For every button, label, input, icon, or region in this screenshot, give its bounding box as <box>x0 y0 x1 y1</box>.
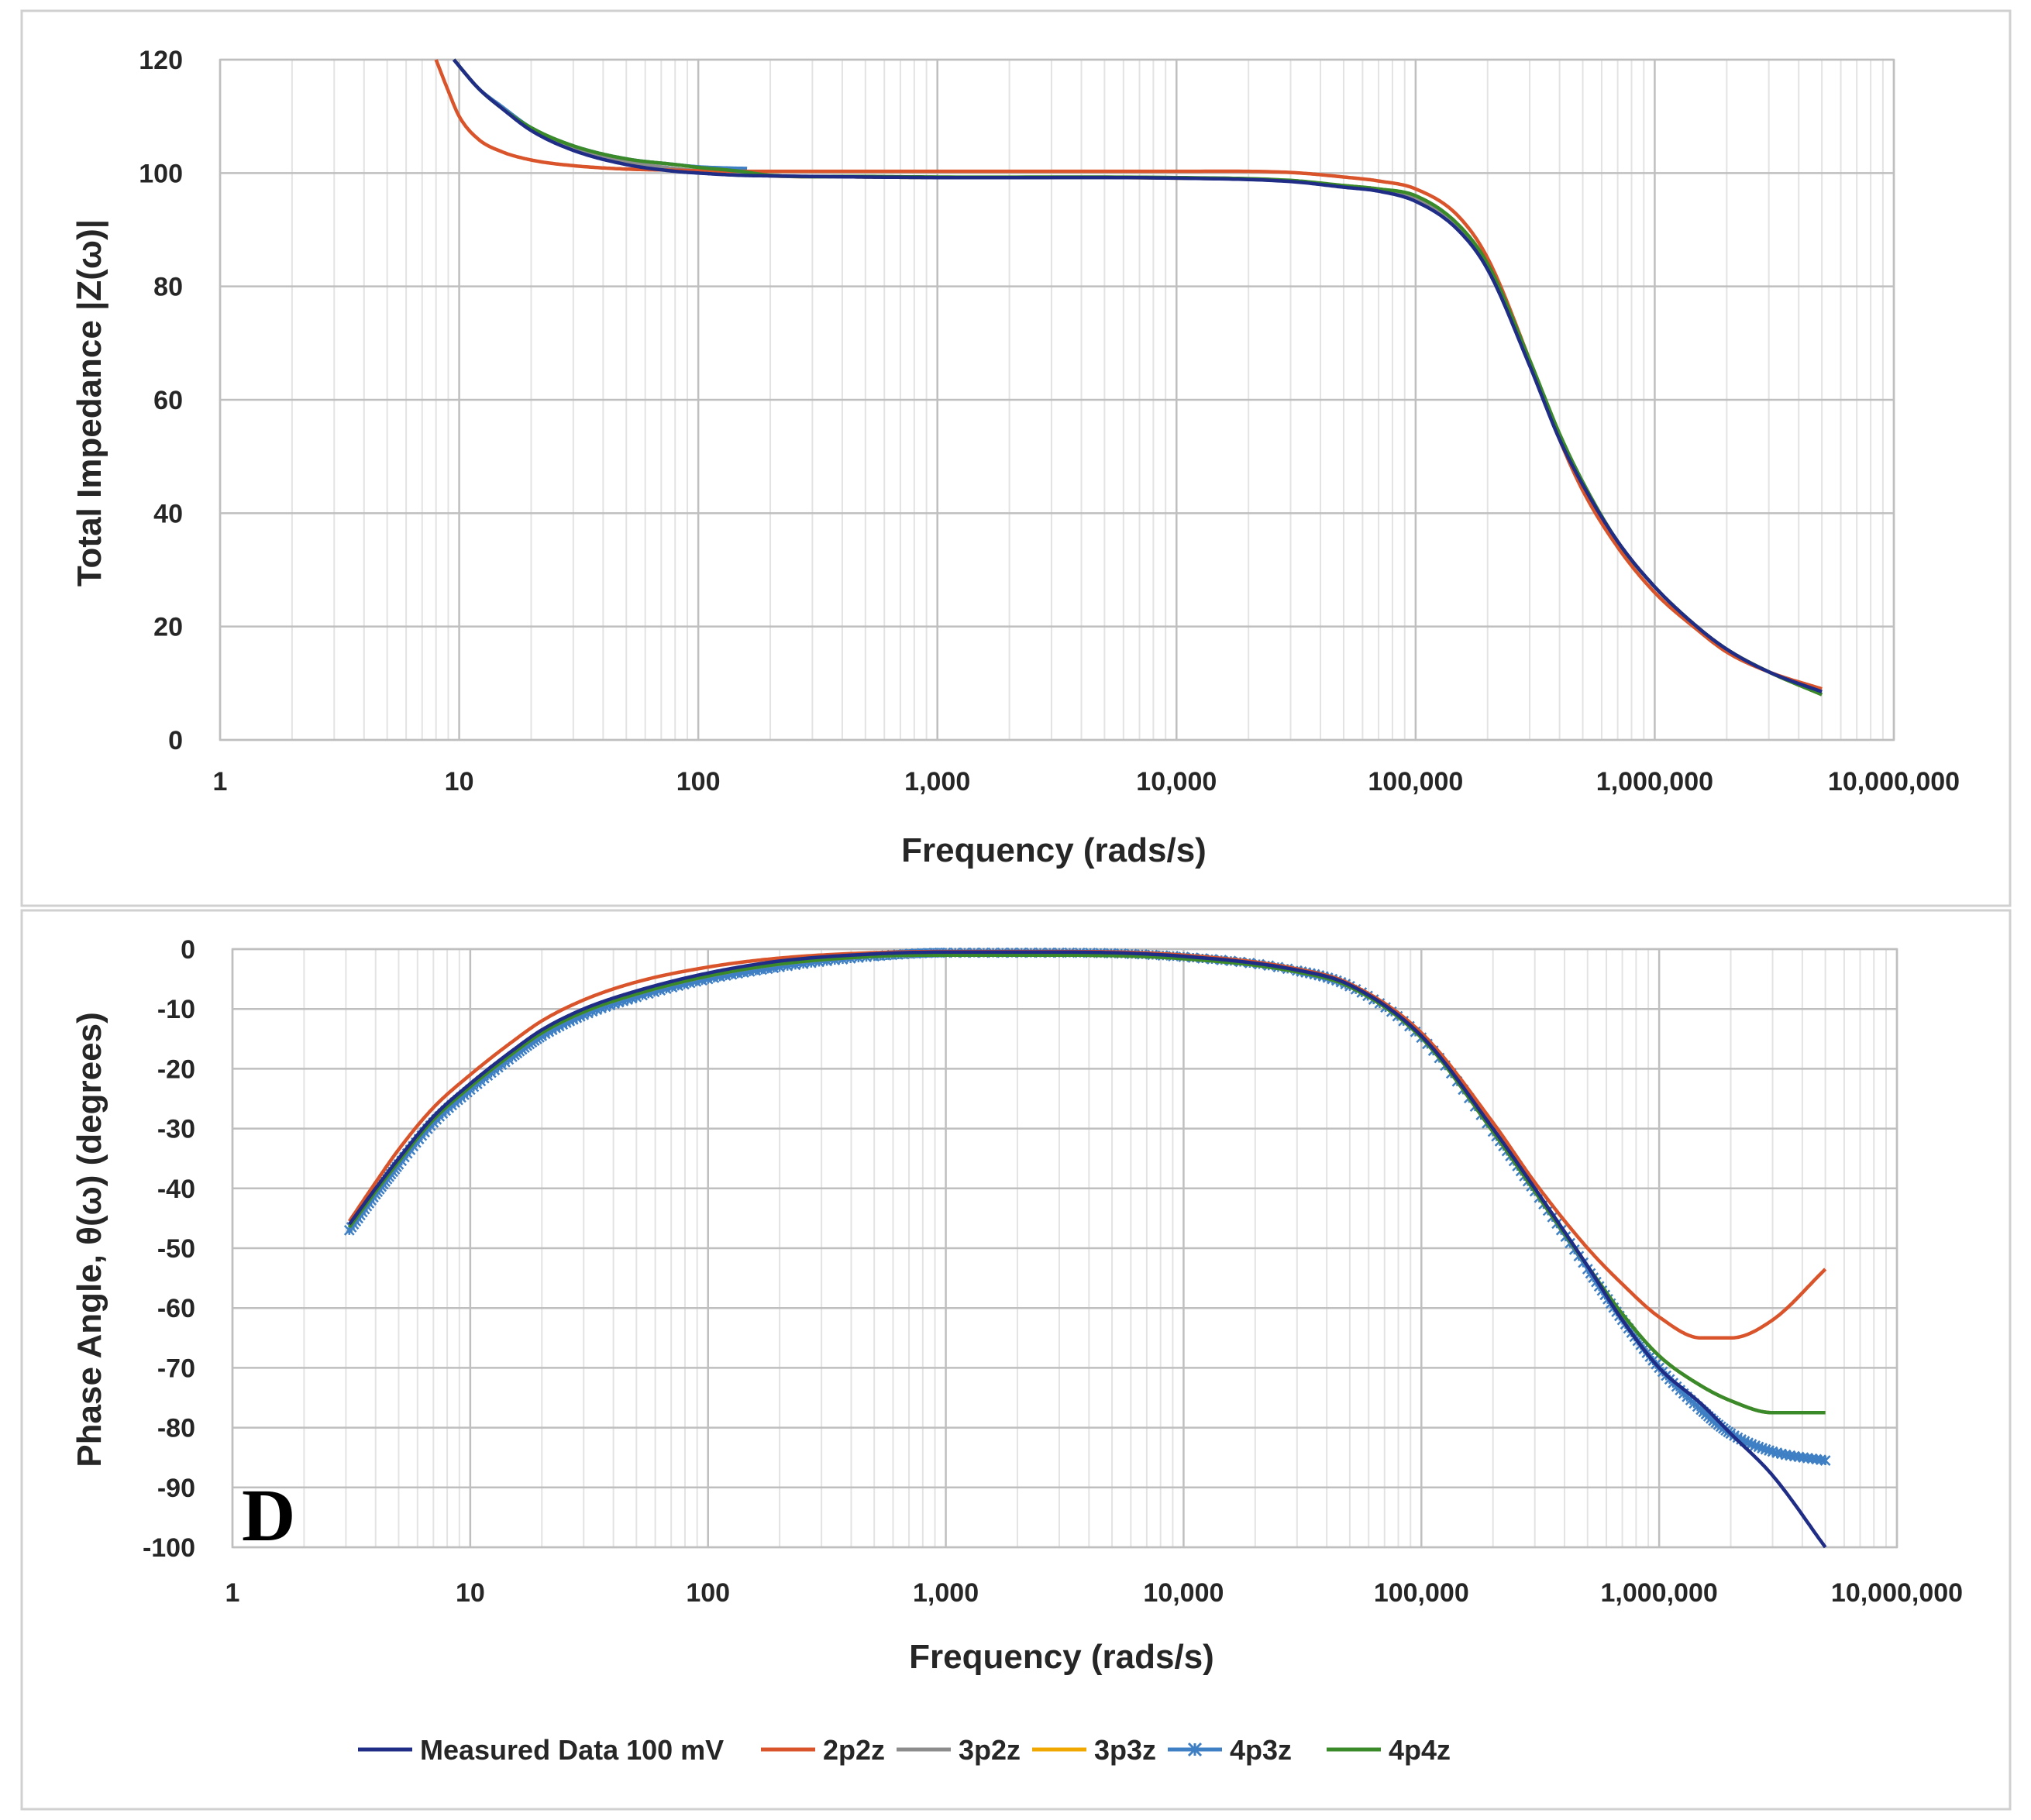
phase-chart: 1 10 100 1,000 10,000 100,000 1,000,000 10,000,… <box>71 935 1963 1676</box>
y-tick-label: -20 <box>157 1054 195 1084</box>
phase-series-measured <box>347 950 1827 1549</box>
x-tick-label: 10,000,000 <box>1828 767 1960 796</box>
x-tick-label: 100 <box>686 1578 730 1608</box>
panel-tag-d: D <box>242 1474 295 1557</box>
impedance-x-axis-title: Frequency (rads/s) <box>901 831 1207 869</box>
y-tick-label: -100 <box>143 1533 195 1563</box>
legend-item-4p3z: 4p3z <box>1168 1734 1292 1766</box>
y-tick-label: 40 <box>153 499 183 528</box>
x-tick-label: 10,000 <box>1143 1578 1224 1608</box>
legend-label: 3p3z <box>1094 1734 1156 1766</box>
y-tick-label: -40 <box>157 1175 195 1204</box>
x-tick-label: 10,000 <box>1136 767 1217 796</box>
x-tick-label: 1,000,000 <box>1596 767 1713 796</box>
y-tick-label: 100 <box>139 159 183 188</box>
legend-item-3p2z: 3p2z <box>897 1734 1021 1766</box>
x-tick-label: 1,000 <box>913 1578 979 1608</box>
series-marker <box>1819 1455 1831 1466</box>
y-tick-label: -50 <box>157 1234 195 1264</box>
y-tick-label: -60 <box>157 1294 195 1323</box>
x-tick-label: 1 <box>225 1578 240 1608</box>
y-tick-label: -10 <box>157 995 195 1024</box>
y-tick-label: -70 <box>157 1354 195 1383</box>
x-tick-label: 100,000 <box>1374 1578 1469 1608</box>
impedance-y-axis-title: Total Impedance |Z(ω)| <box>71 219 109 587</box>
legend-item-measured: Measured Data 100 mV <box>358 1734 724 1766</box>
y-tick-label: 0 <box>168 726 183 755</box>
x-tick-label: 100 <box>676 767 721 796</box>
y-tick-label: 60 <box>153 386 183 415</box>
legend-label: Measured Data 100 mV <box>420 1734 724 1766</box>
y-tick-label: -30 <box>157 1115 195 1144</box>
plot-area-border <box>219 58 1895 741</box>
bottom-chart-frame <box>20 909 2012 1811</box>
impedance-tick-labels: 1 10 100 1,000 10,000 100,000 1,000,000 10,000,… <box>139 46 1960 796</box>
legend-label: 3p2z <box>959 1734 1021 1766</box>
x-tick-label: 1 <box>213 767 228 796</box>
x-tick-label: 10 <box>456 1578 485 1608</box>
phase-y-axis-title: Phase Angle, θ(ω) (degrees) <box>71 1012 108 1467</box>
top-chart-frame <box>20 9 2012 907</box>
legend-label: 4p3z <box>1230 1734 1292 1766</box>
x-tick-label: 100,000 <box>1368 767 1463 796</box>
legend: Measured Data 100 mV 2p2z 3p2z 3p3z 4p3z 4p4z <box>358 1734 1451 1766</box>
legend-label: 2p2z <box>823 1734 885 1766</box>
y-tick-label: -80 <box>157 1414 195 1443</box>
x-tick-label: 1,000,000 <box>1601 1578 1718 1608</box>
phase-series-4p4z <box>347 953 1826 1415</box>
x-tick-label: 10,000,000 <box>1831 1578 1963 1608</box>
y-tick-label: 80 <box>153 273 183 302</box>
impedance-series-2p2z <box>434 59 1823 691</box>
y-tick-label: 20 <box>153 613 183 642</box>
legend-label: 4p4z <box>1389 1734 1451 1766</box>
legend-item-3p3z: 3p3z <box>1032 1734 1156 1766</box>
phase-grid <box>231 948 1898 1549</box>
y-tick-label: 0 <box>181 935 195 965</box>
y-tick-label: 120 <box>139 46 183 75</box>
legend-item-2p2z: 2p2z <box>761 1734 885 1766</box>
y-tick-label: -90 <box>157 1474 195 1503</box>
impedance-chart: 1 10 100 1,000 10,000 100,000 1,000,000 10,000,… <box>71 46 1960 869</box>
legend-item-4p4z: 4p4z <box>1327 1734 1451 1766</box>
x-tick-label: 1,000 <box>904 767 970 796</box>
phase-tick-labels: 1 10 100 1,000 10,000 100,000 1,000,000 10,000,… <box>143 935 1963 1608</box>
phase-series <box>343 948 1831 1549</box>
phase-x-axis-title: Frequency (rads/s) <box>909 1638 1214 1676</box>
legend-marker <box>1187 1742 1203 1757</box>
impedance-series-measured <box>452 58 1823 693</box>
impedance-series <box>434 58 1823 697</box>
x-tick-label: 10 <box>445 767 474 796</box>
